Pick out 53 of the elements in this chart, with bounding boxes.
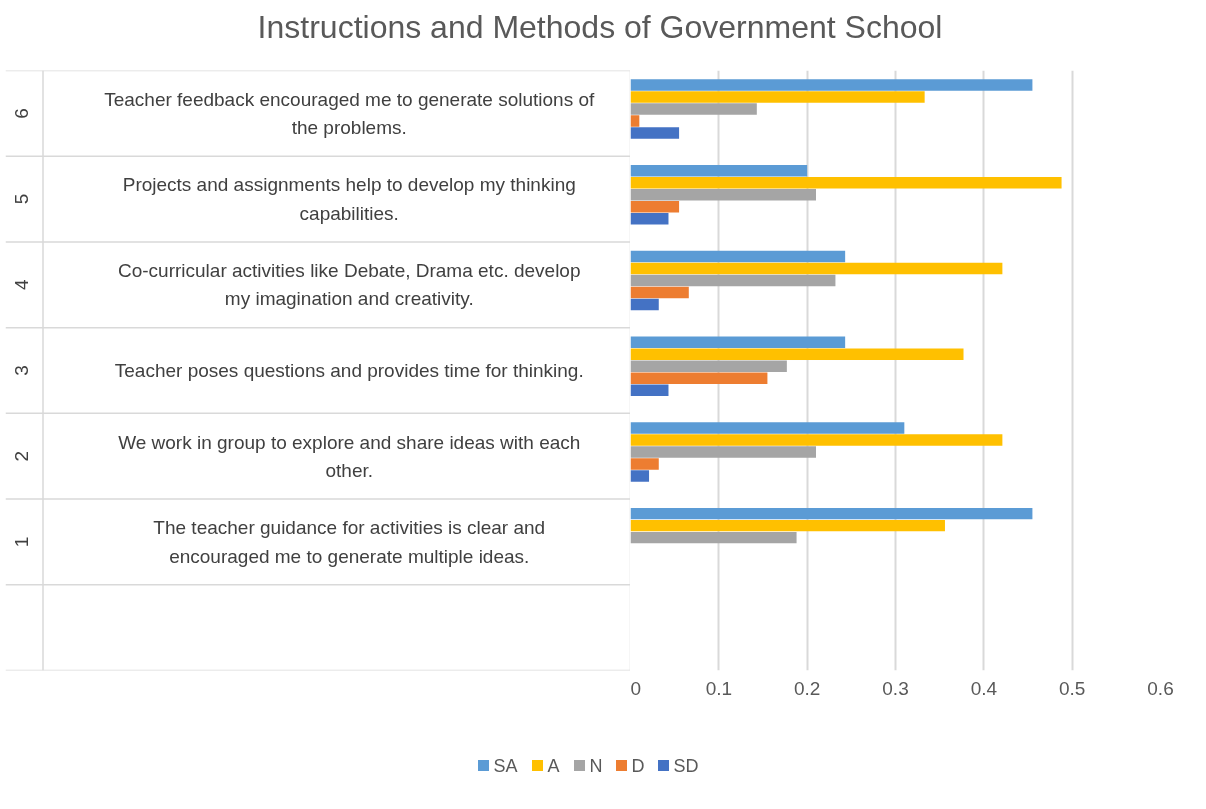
legend-label: A (547, 755, 560, 776)
bar (630, 298, 659, 311)
x-tick-label: 0.1 (705, 677, 733, 699)
y-tick-label: Teacher feedback encouraged me to generate solutions of the problems. (104, 88, 596, 139)
chart-title: Instructions and Methods of Government School (257, 8, 943, 47)
bar (630, 103, 757, 115)
bar (630, 262, 1003, 275)
text: 4 (10, 279, 32, 291)
legend-label: SD (673, 755, 699, 776)
bar (630, 127, 680, 139)
bar (630, 274, 836, 287)
bar (630, 165, 808, 177)
bar (630, 384, 669, 396)
bar (630, 372, 768, 384)
bar (630, 250, 846, 263)
bar (630, 177, 1062, 189)
legend-label: D (631, 755, 645, 776)
bar (630, 201, 680, 213)
bar (630, 286, 689, 299)
legend-label: SA (493, 755, 518, 776)
bar (630, 519, 945, 532)
legend-label: N (589, 755, 603, 776)
bar (630, 434, 1003, 446)
text: 5 (10, 193, 32, 205)
x-tick-label: 0.5 (1058, 677, 1086, 699)
y-tick-label: The teacher guidance for activities is clear and encouraged me to generate multiple ideas. (153, 517, 546, 567)
bar (630, 189, 816, 201)
bar (630, 115, 640, 127)
bar (630, 213, 669, 225)
bar (630, 507, 1033, 520)
x-tick-label: 0.6 (1147, 677, 1174, 699)
x-tick-label: 0.3 (882, 677, 909, 699)
bar (630, 458, 659, 470)
bar (630, 470, 650, 482)
y-tick-label: Co-curricular activities like Debate, Drama etc. develop my imagination and creativity. (117, 260, 581, 310)
text: 1 (10, 536, 32, 548)
y-tick-label: Teacher poses questions and provides time for thinking. (114, 360, 584, 381)
y-tick-label: Projects and assignments help to develop my thinking capabilities. (122, 174, 576, 224)
x-tick-label: 0.2 (793, 677, 821, 699)
x-tick-label: 0 (630, 677, 642, 699)
text: 2 (10, 450, 32, 462)
bar (630, 531, 797, 544)
bar (630, 446, 816, 458)
x-tick-label: 0.4 (970, 677, 998, 699)
bar (630, 91, 925, 103)
text: 6 (10, 108, 32, 119)
bar (630, 348, 964, 360)
text: 3 (10, 365, 32, 376)
bar (630, 79, 1033, 91)
y-tick-label: We work in group to explore and share ideas with each other. (118, 431, 581, 481)
bar (630, 336, 846, 348)
bar (630, 360, 787, 372)
bar (630, 422, 905, 434)
